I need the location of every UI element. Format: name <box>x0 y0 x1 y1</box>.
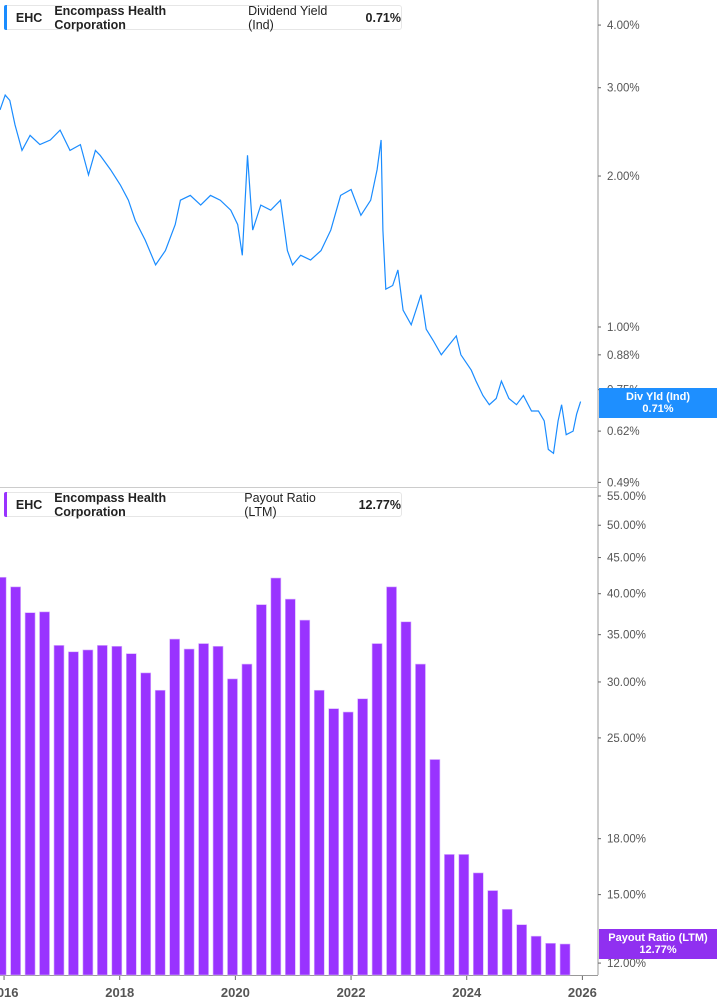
yield-legend: EHC Encompass Health Corporation Dividen… <box>4 3 402 32</box>
payout-bar <box>212 645 224 976</box>
payout-bar <box>68 651 79 976</box>
badge-value: 0.71% <box>642 403 674 415</box>
payout-bar <box>299 619 311 976</box>
y-tick-label: 35.00% <box>607 630 646 642</box>
payout-bar <box>241 663 253 976</box>
y-tick-label: 25.00% <box>607 733 646 745</box>
payout-bar <box>444 854 455 976</box>
payout-bar <box>53 645 65 976</box>
y-tick-label: 18.00% <box>607 834 646 846</box>
payout-bar <box>39 611 50 976</box>
payout-bar <box>371 643 383 976</box>
payout-bar <box>501 908 513 976</box>
payout-bar <box>530 935 542 976</box>
y-tick-label: 45.00% <box>607 553 646 565</box>
legend-metric: Dividend Yield (Ind) <box>248 3 328 32</box>
payout-bar <box>415 663 426 976</box>
payout-bar <box>125 653 137 976</box>
payout-bar <box>169 638 180 976</box>
payout-bar <box>342 711 354 976</box>
payout-bar <box>198 643 209 976</box>
payout-bar <box>328 708 340 976</box>
y-tick-label: 0.88% <box>607 350 640 362</box>
payout-bar <box>10 586 21 976</box>
legend-company: Encompass Health Corporation <box>54 3 167 32</box>
yield-current-badge: Div Yld (Ind) 0.71% <box>599 388 717 418</box>
payout-bar <box>516 924 527 976</box>
payout-bar <box>270 577 282 976</box>
y-tick-label: 15.00% <box>607 890 646 902</box>
legend-value: 0.71% <box>365 10 401 25</box>
payout-bar <box>313 689 325 976</box>
payout-bar <box>24 612 36 976</box>
x-tick-label: 2026 <box>568 985 597 1000</box>
y-tick-label: 2.00% <box>607 171 640 183</box>
legend-ticker: EHC <box>15 497 43 512</box>
legend-ticker: EHC <box>15 10 43 25</box>
payout-legend: EHC Encompass Health Corporation Payout … <box>4 490 402 519</box>
payout-bar <box>227 678 238 976</box>
y-tick-label: 30.00% <box>607 677 646 689</box>
payout-bar <box>285 598 296 976</box>
badge-label: Payout Ratio (LTM) <box>608 932 708 944</box>
y-tick-label: 0.49% <box>607 477 640 489</box>
payout-bar <box>357 698 368 976</box>
yield-legend-swatch <box>4 5 7 30</box>
x-tick-label: 2018 <box>105 985 134 1000</box>
legend-value: 12.77% <box>358 497 401 512</box>
y-tick-label: 1.00% <box>607 322 640 334</box>
legend-company: Encompass Health Corporation <box>54 490 167 519</box>
payout-bar <box>256 604 267 976</box>
x-tick-label: 2016 <box>0 985 19 1000</box>
payout-bar <box>559 943 571 976</box>
y-tick-label: 4.00% <box>607 20 640 32</box>
y-tick-label: 50.00% <box>607 520 646 532</box>
badge-value: 12.77% <box>639 944 677 956</box>
payout-legend-swatch <box>4 492 7 517</box>
payout-bar <box>0 576 7 976</box>
y-tick-label: 0.62% <box>607 426 640 438</box>
x-tick-label: 2024 <box>452 985 482 1000</box>
payout-bar <box>429 759 441 976</box>
y-tick-label: 55.00% <box>607 491 646 503</box>
payout-bar <box>472 872 484 976</box>
payout-bar <box>400 621 412 976</box>
payout-bar <box>154 689 166 976</box>
payout-bar <box>97 645 108 976</box>
payout-bar <box>82 649 94 976</box>
payout-bar <box>487 890 499 976</box>
payout-bar <box>545 942 556 976</box>
x-tick-label: 2022 <box>337 985 366 1000</box>
payout-current-badge: Payout Ratio (LTM) 12.77% <box>599 929 717 959</box>
dividend-yield-line <box>0 93 582 455</box>
payout-bar <box>140 672 152 976</box>
payout-bar <box>386 586 397 976</box>
payout-bar <box>458 854 470 976</box>
badge-label: Div Yld (Ind) <box>626 391 690 403</box>
payout-bar <box>183 648 195 976</box>
y-tick-label: 3.00% <box>607 83 640 95</box>
legend-metric: Payout Ratio (LTM) <box>244 490 316 519</box>
y-tick-label: 40.00% <box>607 589 646 601</box>
y-tick-label: 12.00% <box>607 958 646 970</box>
x-tick-label: 2020 <box>221 985 250 1000</box>
payout-bar <box>111 645 123 976</box>
